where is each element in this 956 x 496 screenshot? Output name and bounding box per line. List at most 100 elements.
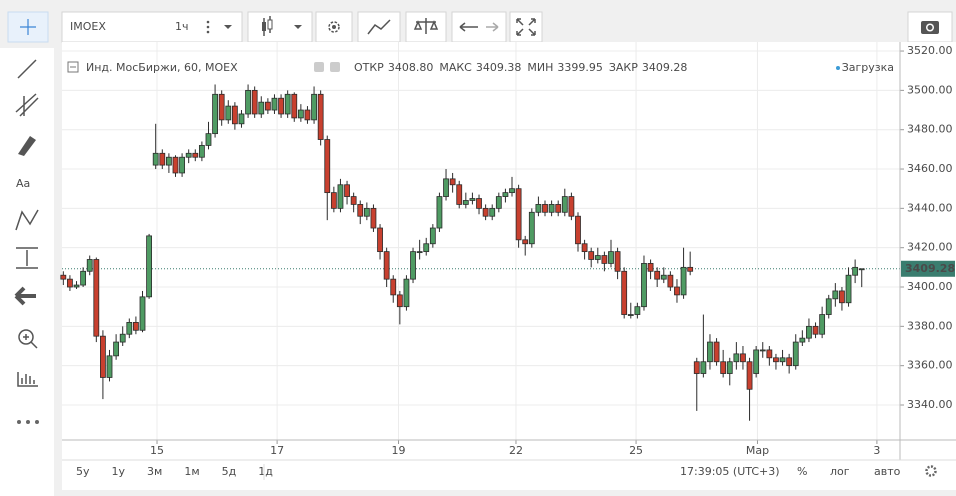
candle-body bbox=[423, 243, 430, 253]
pattern-tool[interactable] bbox=[15, 209, 39, 231]
settings-icon[interactable] bbox=[330, 62, 340, 72]
candle-body bbox=[80, 270, 87, 286]
candle-body bbox=[720, 361, 727, 374]
y-tick-label: 3400.00 bbox=[907, 280, 953, 293]
candle-body bbox=[515, 188, 522, 241]
range-button[interactable]: 1у bbox=[112, 465, 126, 478]
measure-tool[interactable] bbox=[16, 247, 38, 269]
candle-body bbox=[667, 274, 674, 288]
candle-body bbox=[779, 357, 786, 363]
candle-body bbox=[416, 251, 423, 254]
candle-body bbox=[86, 259, 93, 272]
scale-tool[interactable] bbox=[17, 372, 38, 387]
candle-body bbox=[297, 109, 304, 119]
brush-tool[interactable] bbox=[18, 136, 36, 156]
candle-body bbox=[627, 314, 634, 316]
trend-line-tool[interactable] bbox=[17, 59, 37, 79]
candle-body bbox=[588, 251, 595, 260]
x-tick-label: Мар bbox=[746, 444, 769, 457]
scale-option[interactable]: % bbox=[797, 465, 807, 478]
range-button[interactable]: 1д bbox=[258, 465, 273, 478]
clock: 17:39:05 (UTC+3) bbox=[680, 465, 780, 478]
candle-body bbox=[489, 207, 496, 217]
chart-style-button[interactable] bbox=[247, 11, 313, 43]
last-price-tag bbox=[901, 260, 955, 277]
candle-body bbox=[542, 204, 548, 213]
x-tick-label: 15 bbox=[150, 444, 164, 457]
candle-body bbox=[139, 296, 146, 331]
range-button[interactable]: 1м bbox=[184, 465, 199, 478]
candle-body bbox=[555, 204, 562, 213]
interval[interactable]: 1ч bbox=[175, 20, 189, 33]
candle-body bbox=[806, 325, 812, 339]
range-button[interactable]: 5у bbox=[76, 465, 90, 478]
scale-option[interactable]: авто bbox=[874, 465, 901, 478]
fib-tool[interactable] bbox=[15, 93, 39, 117]
dropdown-arrow[interactable] bbox=[224, 25, 232, 29]
ohlc-value: 3409.38 bbox=[476, 61, 522, 74]
candle-body bbox=[363, 207, 370, 217]
settings-gear[interactable] bbox=[925, 465, 937, 477]
candle-body bbox=[575, 215, 581, 245]
candle-body bbox=[660, 274, 667, 280]
candle-body bbox=[819, 314, 826, 335]
y-tick-label: 3480.00 bbox=[907, 123, 953, 136]
chart: 3340.00 3360.00 3380.00 3400.00 3420.00 3440.… bbox=[60, 42, 955, 457]
candle-body bbox=[753, 349, 760, 374]
compare-icon bbox=[413, 18, 439, 34]
candle-body bbox=[172, 156, 179, 174]
candle-body bbox=[693, 361, 700, 374]
candle-body bbox=[337, 184, 344, 209]
candle-body bbox=[278, 97, 284, 115]
ohlc-label: МИН bbox=[527, 61, 553, 74]
scale-option[interactable]: лог bbox=[830, 465, 850, 478]
candle-body bbox=[680, 266, 687, 296]
candle-body bbox=[482, 207, 489, 217]
redo-icon[interactable] bbox=[486, 22, 499, 32]
candle-body bbox=[67, 278, 73, 288]
chart-panel bbox=[62, 42, 956, 490]
candle-body bbox=[344, 184, 350, 197]
candle-body bbox=[581, 243, 588, 253]
text-tool[interactable]: Aa bbox=[16, 177, 30, 190]
candle-body bbox=[608, 251, 614, 264]
x-tick-label: 19 bbox=[392, 444, 406, 457]
candle-body bbox=[621, 270, 628, 315]
indicators-icon bbox=[367, 19, 391, 35]
candle-body bbox=[284, 93, 291, 115]
remove-tool[interactable] bbox=[14, 286, 36, 306]
y-tick-label: 3460.00 bbox=[907, 162, 953, 175]
candle-body bbox=[146, 235, 152, 298]
undo-icon[interactable] bbox=[459, 22, 478, 32]
fullscreen-button[interactable] bbox=[509, 11, 543, 43]
candle-body bbox=[429, 227, 436, 245]
candle-body bbox=[845, 274, 852, 304]
range-button[interactable]: 5д bbox=[222, 465, 237, 478]
candle-body bbox=[100, 335, 106, 378]
candle-body bbox=[159, 152, 166, 166]
ohlc-label: МАКС bbox=[439, 61, 472, 74]
candle-body bbox=[733, 353, 740, 363]
candle-body bbox=[535, 204, 542, 213]
candle-body bbox=[192, 152, 199, 158]
candle-body bbox=[126, 322, 133, 335]
x-tick-label: 17 bbox=[270, 444, 284, 457]
candle-body bbox=[786, 357, 793, 367]
candle-body bbox=[812, 325, 819, 335]
candle-body bbox=[245, 89, 251, 115]
candle-body bbox=[396, 294, 403, 308]
candle-body bbox=[383, 251, 390, 280]
candle-body bbox=[647, 263, 654, 272]
candle-body bbox=[165, 156, 172, 166]
candle-body bbox=[713, 341, 720, 363]
range-button[interactable]: 3м bbox=[147, 465, 162, 478]
candle-body bbox=[73, 284, 80, 288]
candle-body bbox=[330, 192, 337, 209]
ohlc-value: 3399.95 bbox=[557, 61, 603, 74]
eye-icon[interactable] bbox=[314, 62, 324, 72]
x-tick-label: 25 bbox=[629, 444, 643, 457]
candle-body bbox=[522, 239, 529, 245]
zoom-tool[interactable] bbox=[18, 329, 34, 345]
ohlc-label: ЗАКР bbox=[609, 61, 638, 74]
